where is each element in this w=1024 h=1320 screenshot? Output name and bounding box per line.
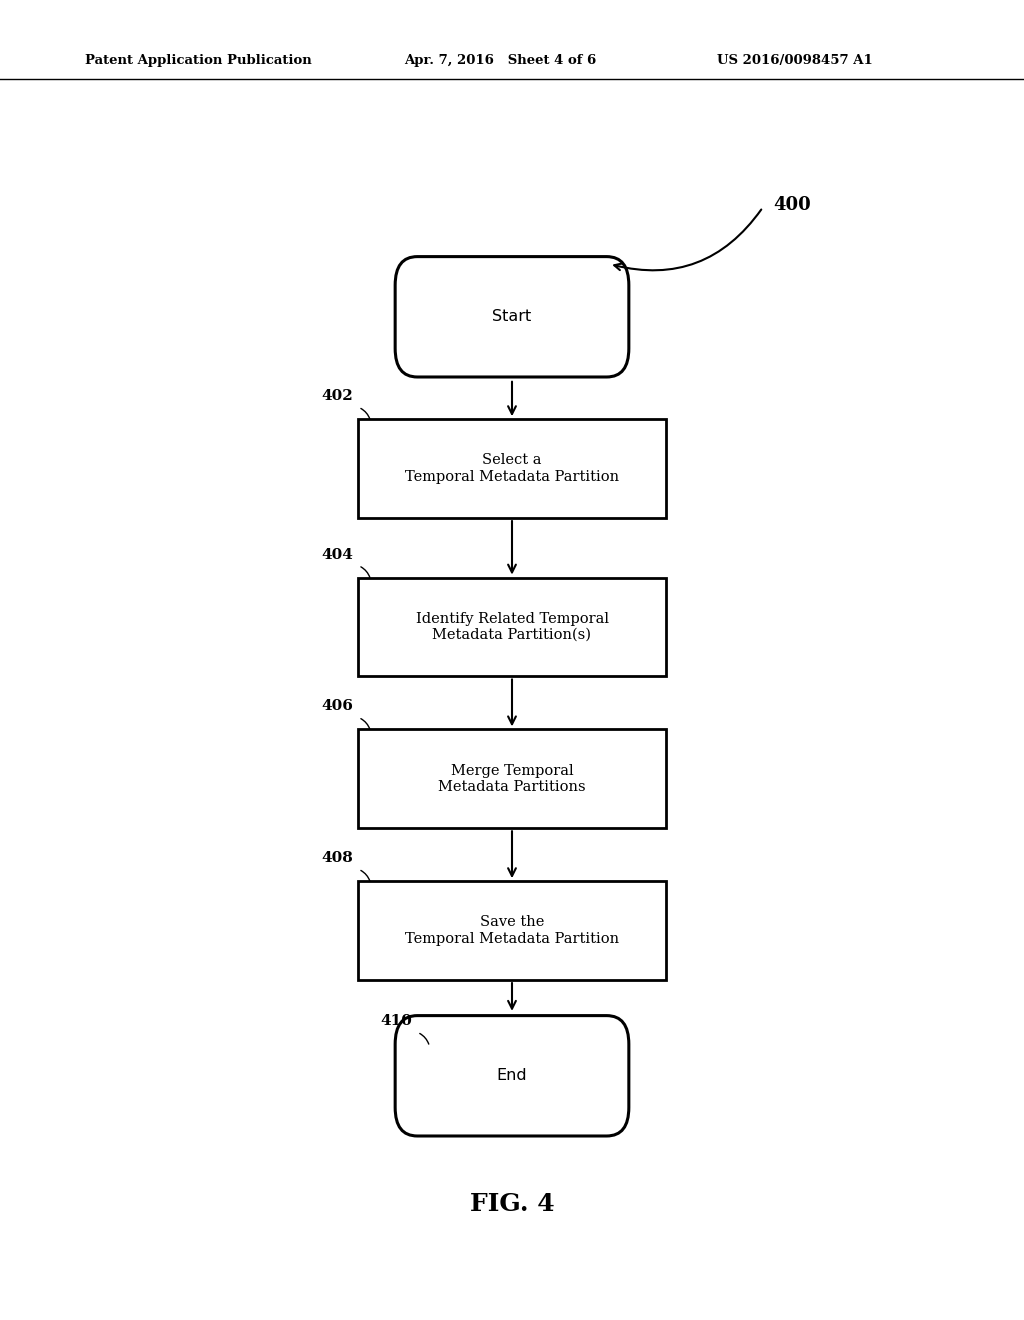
Text: Identify Related Temporal
Metadata Partition(s): Identify Related Temporal Metadata Parti…: [416, 612, 608, 642]
Text: Merge Temporal
Metadata Partitions: Merge Temporal Metadata Partitions: [438, 764, 586, 793]
Text: 402: 402: [322, 389, 353, 404]
Text: 406: 406: [322, 700, 353, 713]
Text: 404: 404: [322, 548, 353, 562]
Text: End: End: [497, 1068, 527, 1084]
Text: US 2016/0098457 A1: US 2016/0098457 A1: [717, 54, 872, 67]
Text: Save the
Temporal Metadata Partition: Save the Temporal Metadata Partition: [404, 916, 620, 945]
Text: 410: 410: [380, 1014, 412, 1028]
Text: Patent Application Publication: Patent Application Publication: [85, 54, 311, 67]
Text: 408: 408: [322, 851, 353, 866]
Text: Apr. 7, 2016   Sheet 4 of 6: Apr. 7, 2016 Sheet 4 of 6: [404, 54, 597, 67]
FancyBboxPatch shape: [395, 256, 629, 378]
Text: FIG. 4: FIG. 4: [470, 1192, 554, 1216]
Text: Select a
Temporal Metadata Partition: Select a Temporal Metadata Partition: [404, 454, 620, 483]
FancyBboxPatch shape: [395, 1015, 629, 1137]
Bar: [358, 578, 666, 676]
Bar: [358, 882, 666, 979]
Text: 400: 400: [773, 195, 811, 214]
Bar: [358, 729, 666, 829]
Text: Start: Start: [493, 309, 531, 325]
Bar: [358, 418, 666, 517]
